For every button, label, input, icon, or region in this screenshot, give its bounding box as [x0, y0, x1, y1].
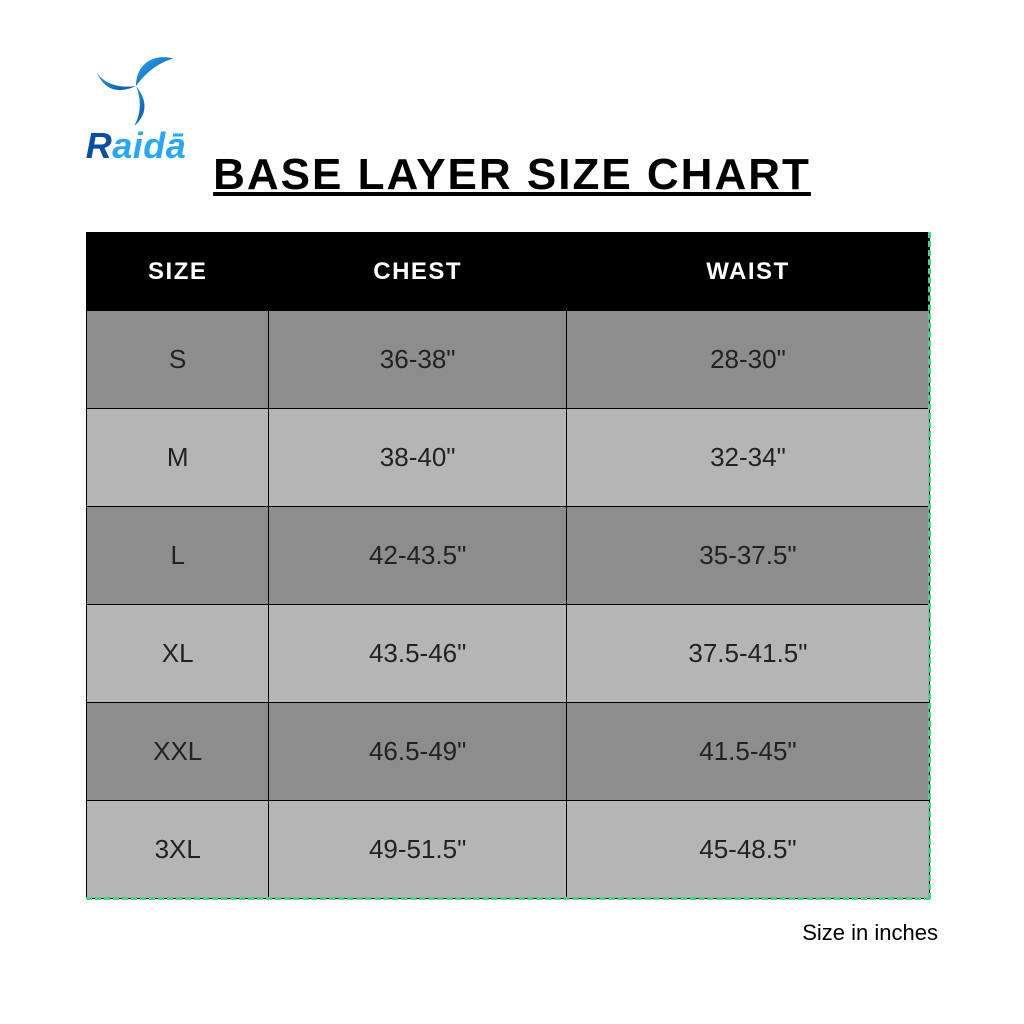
cell: 46.5-49" [269, 703, 567, 801]
raida-swirl-icon [88, 46, 184, 126]
cell: 45-48.5" [566, 801, 929, 899]
cell: 37.5-41.5" [566, 605, 929, 703]
footnote: Size in inches [802, 920, 938, 946]
cell: XXL [87, 703, 269, 801]
table-header-row: SIZE CHEST WAIST [87, 233, 930, 311]
table-row: S 36-38" 28-30" [87, 311, 930, 409]
cell: M [87, 409, 269, 507]
cell: 32-34" [566, 409, 929, 507]
page-title: BASE LAYER SIZE CHART [0, 150, 1024, 200]
cell: XL [87, 605, 269, 703]
cell: 28-30" [566, 311, 929, 409]
table-row: L 42-43.5" 35-37.5" [87, 507, 930, 605]
cell: S [87, 311, 269, 409]
cell: 49-51.5" [269, 801, 567, 899]
table-row: XXL 46.5-49" 41.5-45" [87, 703, 930, 801]
cell: 38-40" [269, 409, 567, 507]
cell: 41.5-45" [566, 703, 929, 801]
size-chart-table-wrap: SIZE CHEST WAIST S 36-38" 28-30" M 38-40… [86, 232, 930, 899]
table-row: XL 43.5-46" 37.5-41.5" [87, 605, 930, 703]
cell: L [87, 507, 269, 605]
table-row: M 38-40" 32-34" [87, 409, 930, 507]
size-chart-table: SIZE CHEST WAIST S 36-38" 28-30" M 38-40… [86, 232, 930, 899]
cell: 43.5-46" [269, 605, 567, 703]
brand-logo: Raidā [56, 46, 216, 164]
cell: 35-37.5" [566, 507, 929, 605]
cell: 36-38" [269, 311, 567, 409]
col-chest: CHEST [269, 233, 567, 311]
cell: 3XL [87, 801, 269, 899]
col-size: SIZE [87, 233, 269, 311]
col-waist: WAIST [566, 233, 929, 311]
table-row: 3XL 49-51.5" 45-48.5" [87, 801, 930, 899]
table-body: S 36-38" 28-30" M 38-40" 32-34" L 42-43.… [87, 311, 930, 899]
cell: 42-43.5" [269, 507, 567, 605]
